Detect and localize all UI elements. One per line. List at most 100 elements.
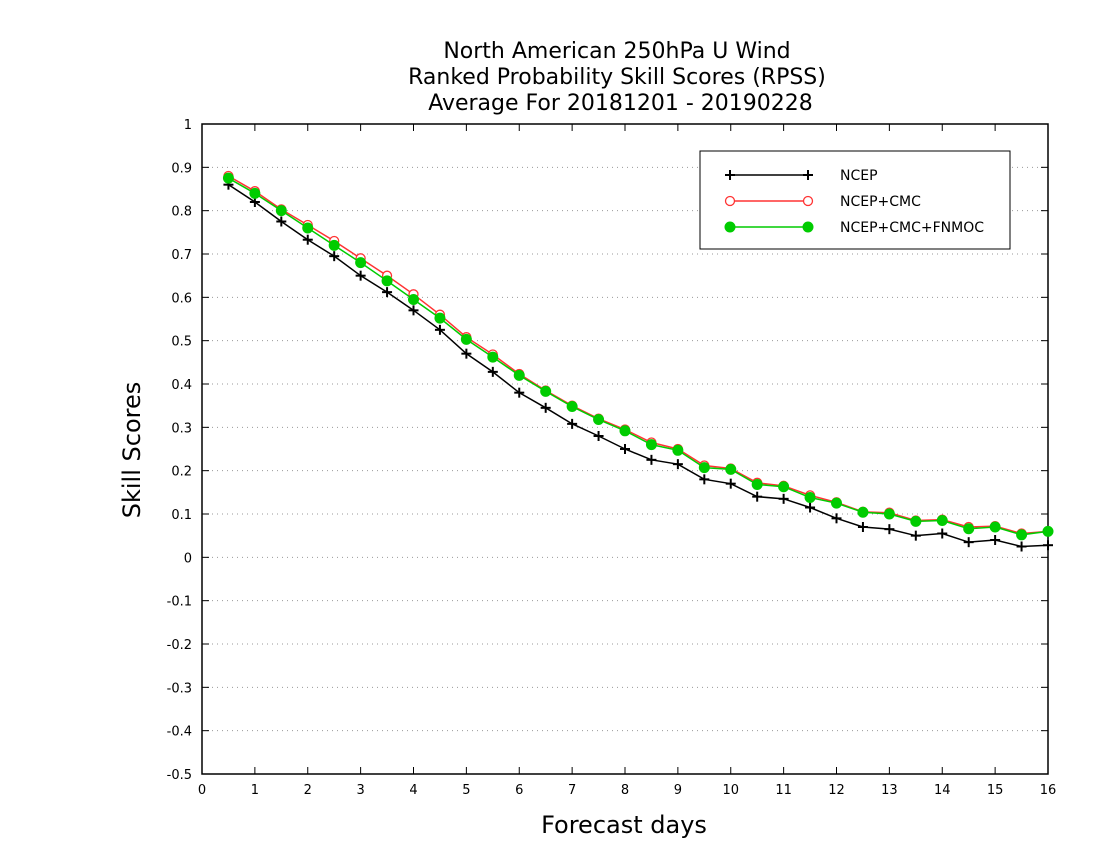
data-point-ncep [355,270,366,281]
legend: NCEP NCEP+CMC NCEP+CMC+FNMOC [699,150,1011,250]
legend-marker [803,170,813,180]
data-point-ncep-cmc-fnmoc [778,481,790,493]
y-axis-ticks: -0.5 -0.4 -0.3 -0.2 -0.1 0 0.1 0.2 0.3 0.4 0.5 0.6 0… [167,118,1048,783]
data-point-ncep [461,348,472,359]
data-point-ncep-cmc-fnmoc [989,521,1001,533]
data-point-ncep-cmc-fnmoc [222,172,234,184]
title-line-2: Ranked Probability Skill Scores (RPSS) [408,65,826,90]
data-point-ncep-cmc-fnmoc [698,462,710,474]
data-point-ncep-cmc-fnmoc [381,275,393,287]
data-point-ncep [487,366,498,377]
data-point-ncep [752,491,763,502]
x-tick-label: 11 [775,783,792,798]
legend-marker [724,221,736,233]
series-ncep-cmc-fnmoc [222,172,1054,541]
title-line-1: North American 250hPa U Wind [443,39,790,64]
y-tick-label: 0.6 [171,291,192,306]
data-point-ncep-cmc-fnmoc [963,523,975,535]
data-point-ncep [1016,541,1027,552]
x-tick-label: 14 [934,783,951,798]
x-tick-label: 7 [568,783,576,798]
legend-item-ncep-cmc: NCEP+CMC [724,194,921,210]
data-point-ncep [805,502,816,513]
data-point-ncep [302,234,313,245]
data-point-ncep-cmc-fnmoc [460,333,472,345]
y-tick-label: 1 [184,118,192,133]
x-axis-ticks: 0 1 2 3 4 5 6 7 8 9 10 11 12 13 14 15 16 [198,124,1056,798]
data-point-ncep [672,459,683,470]
legend-marker [802,195,814,207]
y-tick-label: 0.7 [171,248,192,263]
x-tick-label: 8 [621,783,629,798]
x-tick-label: 16 [1040,783,1057,798]
y-tick-label: 0.5 [171,335,192,350]
x-tick-label: 9 [674,783,682,798]
y-tick-label: -0.5 [167,768,192,783]
data-point-ncep-cmc-fnmoc [328,239,340,251]
data-point-ncep [567,418,578,429]
x-tick-label: 5 [462,783,470,798]
data-point-ncep [884,524,895,535]
x-tick-label: 10 [722,783,739,798]
x-tick-label: 6 [515,783,523,798]
data-point-ncep-cmc-fnmoc [593,414,605,426]
y-tick-label: 0.9 [171,161,192,176]
legend-box [699,150,1011,250]
title-line-3: Average For 20181201 - 20190228 [421,91,813,116]
data-point-ncep-cmc-fnmoc [1042,525,1054,537]
series-line-ncep [228,184,1049,548]
y-tick-label: 0.3 [171,421,192,436]
x-tick-label: 1 [251,783,259,798]
series-layer [222,170,1054,552]
x-tick-label: 4 [409,783,417,798]
data-point-ncep-cmc-fnmoc [751,479,763,491]
data-point-ncep [831,513,842,524]
x-tick-label: 3 [356,783,364,798]
y-tick-label: -0.1 [167,595,192,610]
data-point-ncep-cmc-fnmoc [619,425,631,437]
data-point-ncep-cmc-fnmoc [645,439,657,451]
legend-label: NCEP+CMC [840,194,921,210]
data-point-ncep [382,287,393,298]
data-point-ncep [963,537,974,548]
data-point-ncep [620,444,630,454]
data-point-ncep-cmc-fnmoc [355,257,367,269]
data-point-ncep [593,431,604,441]
data-point-ncep [434,324,445,335]
legend-item-ncep: NCEP [725,168,878,184]
y-tick-label: 0.2 [171,465,192,480]
data-point-ncep-cmc-fnmoc [910,515,922,527]
data-point-ncep-cmc-fnmoc [513,369,525,381]
data-point-ncep-cmc-fnmoc [672,444,684,456]
data-point-ncep-cmc-fnmoc [302,222,314,234]
data-point-ncep-cmc-fnmoc [275,205,287,217]
data-point-ncep-cmc-fnmoc [249,187,261,199]
x-tick-label: 12 [828,783,845,798]
data-point-ncep-cmc-fnmoc [487,351,499,363]
data-point-ncep [699,474,710,485]
data-point-ncep [329,251,340,262]
data-point-ncep [990,535,1001,545]
data-point-ncep [646,454,657,465]
chart-title: North American 250hPa U Wind Ranked Prob… [408,39,826,116]
data-point-ncep [540,402,551,413]
data-point-ncep [1043,540,1053,551]
legend-item-ncep-cmc-fnmoc: NCEP+CMC+FNMOC [724,220,984,236]
data-point-ncep-cmc-fnmoc [936,515,948,526]
y-tick-label: 0.4 [171,378,192,393]
x-axis-label: Forecast days [541,811,707,839]
series-ncep [223,179,1053,552]
data-point-ncep [725,478,736,489]
data-point-ncep [857,522,868,532]
y-axis-label: Skill Scores [118,382,146,519]
x-tick-label: 13 [881,783,898,798]
y-tick-label: 0.8 [171,205,192,220]
y-tick-label: -0.4 [167,725,192,740]
data-point-ncep [937,528,948,539]
data-point-ncep-cmc-fnmoc [883,508,895,520]
data-point-ncep-cmc-fnmoc [725,463,737,475]
legend-marker [725,170,735,180]
data-point-ncep-cmc-fnmoc [831,497,842,509]
data-point-ncep [408,305,419,316]
